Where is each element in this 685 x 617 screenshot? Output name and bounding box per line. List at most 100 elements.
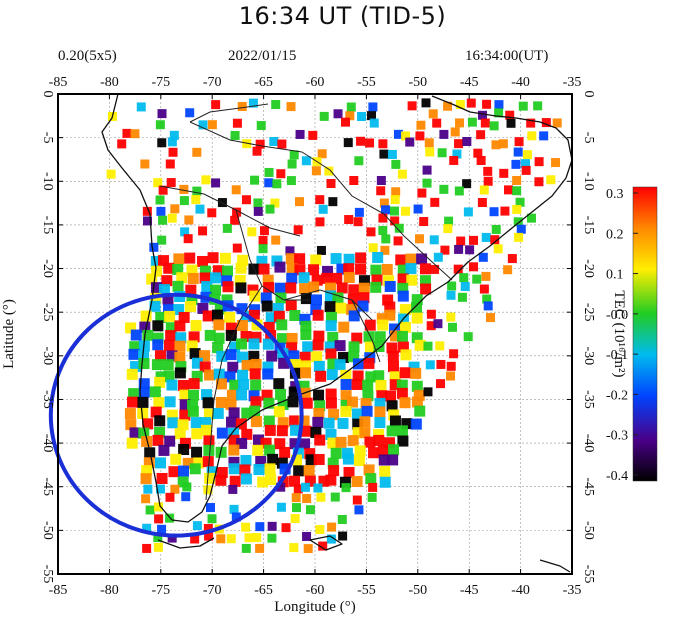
tec-cell <box>365 138 375 148</box>
tec-cell <box>229 475 241 487</box>
tec-cell <box>499 168 509 178</box>
anomaly-highlight-ellipse <box>48 292 304 538</box>
tec-cell <box>193 457 205 469</box>
tec-cell <box>216 427 228 439</box>
tec-cell <box>179 437 191 449</box>
tec-cell <box>169 130 179 140</box>
tec-cell <box>166 178 176 188</box>
tec-cell <box>310 294 322 306</box>
tec-cell <box>219 252 231 264</box>
x-tick-label: -80 <box>100 75 119 90</box>
tec-cell <box>117 139 127 149</box>
tec-cell <box>153 542 163 552</box>
tec-cell <box>300 320 312 332</box>
tec-cell <box>432 118 442 128</box>
tec-cell <box>140 473 152 485</box>
tec-cell <box>426 321 436 331</box>
tec-cell <box>534 157 544 167</box>
tec-cell <box>299 313 311 325</box>
tec-cell <box>325 348 337 360</box>
tec-cell <box>237 254 249 266</box>
tec-cell <box>479 284 489 294</box>
tec-cell <box>462 179 472 189</box>
tec-cell <box>157 109 167 119</box>
tec-cell <box>179 399 191 411</box>
tec-cell <box>426 309 436 319</box>
tec-cell <box>184 215 194 225</box>
tec-cell <box>164 435 176 447</box>
tec-cell <box>370 281 382 293</box>
tec-cell <box>318 475 330 487</box>
tec-cell <box>274 438 286 450</box>
tec-cell <box>225 398 237 410</box>
tec-cell <box>539 131 549 141</box>
tec-cell <box>337 352 349 364</box>
tec-cell <box>379 149 389 159</box>
tec-cell <box>533 101 543 111</box>
tec-cell <box>286 342 298 354</box>
tec-cell <box>255 455 267 467</box>
tec-cell <box>212 265 224 277</box>
tec-cell <box>207 252 219 264</box>
tec-cell <box>515 197 525 207</box>
tec-cell <box>149 242 159 252</box>
tec-cell <box>304 448 316 460</box>
y-tick-label: -5 <box>40 132 55 144</box>
tec-cell <box>261 389 273 401</box>
tec-cell <box>462 137 472 147</box>
x-tick-label: -75 <box>151 75 170 90</box>
tec-cell <box>222 281 234 293</box>
tec-cell <box>178 311 190 323</box>
tec-cell <box>205 503 215 513</box>
tec-cell <box>137 408 149 420</box>
tec-cell <box>165 322 177 334</box>
tec-cell <box>390 195 400 205</box>
tec-cell <box>225 322 237 334</box>
tec-cell <box>187 389 199 401</box>
tec-cell <box>249 304 261 316</box>
tec-cell <box>396 379 408 391</box>
x-tick-label: -70 <box>203 583 222 598</box>
tec-cell <box>285 246 295 256</box>
tec-cell <box>152 434 164 446</box>
tec-cell <box>248 338 260 350</box>
tec-cell <box>526 118 536 128</box>
y-tick-label: -25 <box>581 303 596 322</box>
tec-cell <box>324 301 336 313</box>
tec-cell <box>436 379 446 389</box>
tec-cell <box>406 274 418 286</box>
tec-cell <box>347 294 359 306</box>
tec-cell <box>408 361 420 373</box>
tec-cell <box>360 398 372 410</box>
tec-cell <box>322 265 334 277</box>
tec-cell <box>417 188 427 198</box>
figure-title: 16:34 UT (TID-5) <box>238 2 447 30</box>
tec-cell <box>453 264 463 274</box>
tec-cell <box>514 137 524 147</box>
tec-cell <box>129 341 141 353</box>
x-tick-label: -75 <box>151 583 170 598</box>
tec-cell <box>179 184 189 194</box>
tec-cell <box>379 198 389 208</box>
tec-cell <box>374 406 386 418</box>
tec-cell <box>310 304 322 316</box>
tec-cell <box>285 282 297 294</box>
tec-cell <box>277 398 289 410</box>
tec-cell <box>141 465 153 477</box>
tec-cell <box>154 502 164 512</box>
tec-cell <box>242 139 252 149</box>
tec-cell <box>300 425 312 437</box>
tec-cell <box>290 424 302 436</box>
tec-cell <box>300 293 312 305</box>
tec-cell <box>189 463 201 475</box>
tec-cell <box>191 446 203 458</box>
tec-cell <box>381 234 391 244</box>
tec-cell <box>357 112 367 122</box>
tec-cell <box>390 330 402 342</box>
tec-cell <box>416 120 426 130</box>
tec-cell <box>477 198 487 208</box>
tec-cell <box>364 319 376 331</box>
tec-cell <box>260 437 272 449</box>
tec-cell <box>225 349 237 361</box>
tec-cell <box>534 177 544 187</box>
